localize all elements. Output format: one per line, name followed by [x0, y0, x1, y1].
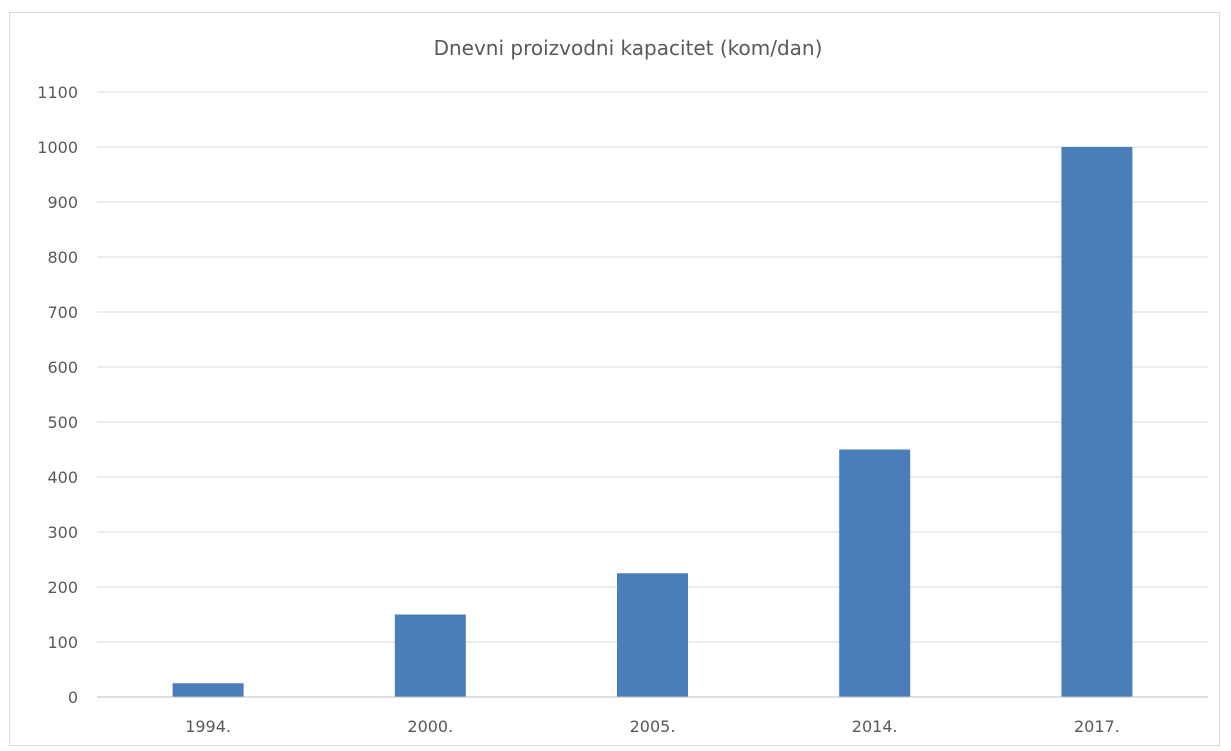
x-tick-label: 1994. — [185, 717, 231, 736]
y-tick-label: 100 — [47, 633, 78, 652]
y-tick-label: 900 — [47, 193, 78, 212]
bar-2000 — [394, 614, 466, 697]
x-tick-label: 2014. — [852, 717, 898, 736]
y-tick-label: 1100 — [37, 83, 78, 102]
bar-2017 — [1061, 147, 1133, 697]
bar-1994 — [172, 683, 244, 697]
y-axis-ticks: 0 100 200 300 400 500 600 700 800 900 1000 1100 — [37, 83, 78, 707]
y-tick-label: 500 — [47, 413, 78, 432]
y-tick-label: 400 — [47, 468, 78, 487]
y-tick-label: 700 — [47, 303, 78, 322]
x-tick-label: 2005. — [630, 717, 676, 736]
x-tick-label: 2000. — [407, 717, 453, 736]
y-tick-label: 1000 — [37, 138, 78, 157]
y-tick-label: 0 — [68, 688, 78, 707]
bar-2014 — [839, 449, 911, 697]
y-tick-label: 800 — [47, 248, 78, 267]
chart-title: Dnevni proizvodni kapacitet (kom/dan) — [434, 36, 823, 60]
chart-frame — [9, 12, 1220, 746]
x-axis-ticks: 1994. 2000. 2005. 2014. 2017. — [185, 717, 1120, 736]
gridlines — [97, 91, 1208, 643]
x-tick-label: 2017. — [1074, 717, 1120, 736]
y-tick-label: 300 — [47, 523, 78, 542]
y-tick-label: 200 — [47, 578, 78, 597]
bar-2005 — [617, 573, 688, 697]
y-tick-label: 600 — [47, 358, 78, 377]
bars — [172, 147, 1133, 697]
